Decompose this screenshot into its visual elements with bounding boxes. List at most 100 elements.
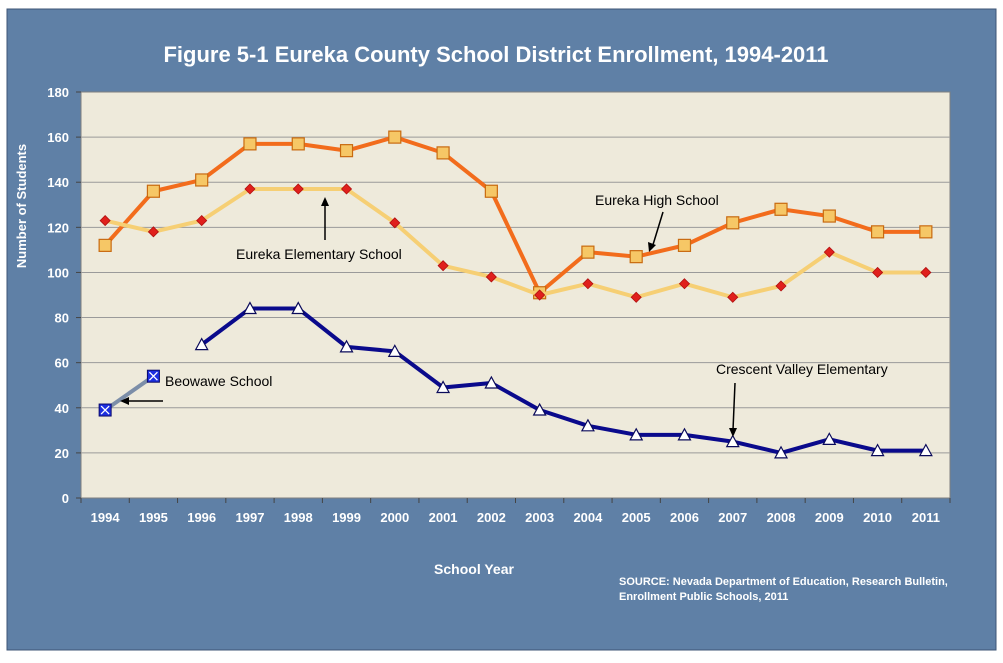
data-point-eureka-high-school-2000 (388, 130, 402, 144)
data-point-eureka-elementary-school-1998 (292, 183, 304, 195)
x-tick-label: 2009 (815, 510, 844, 525)
y-tick-labels: 0 20 40 60 80 100 120 140 160 180 (47, 85, 69, 506)
data-point-crescent-valley-elementary-1998 (291, 301, 306, 315)
data-point-eureka-elementary-school-2008 (775, 280, 787, 292)
series-line-crescent-valley-elementary (200, 306, 926, 455)
x-tick-label: 1997 (236, 510, 265, 525)
x-tick-label: 2006 (670, 510, 699, 525)
label-eureka-high-school: Eureka High School (595, 192, 719, 208)
data-point-eureka-high-school-1995 (146, 184, 161, 198)
label-crescent-valley-elementary: Crescent Valley Elementary (716, 361, 888, 377)
data-point-eureka-elementary-school-2005 (630, 291, 642, 303)
data-point-eureka-high-school-2006 (677, 238, 692, 252)
x-tick-label: 2008 (767, 510, 796, 525)
data-point-eureka-high-school-1998 (291, 137, 305, 151)
data-point-eureka-high-school-2005 (629, 250, 643, 264)
x-tick-label: 2005 (622, 510, 651, 525)
data-point-eureka-elementary-school-2009 (823, 246, 835, 258)
data-point-crescent-valley-elementary-2005 (629, 427, 644, 441)
y-tick-label: 160 (47, 130, 69, 145)
source-line-2: Enrollment Public Schools, 2011 (619, 591, 788, 603)
label-beowawe-school: Beowawe School (165, 373, 272, 389)
arrow-crescent-valley-elementary (732, 382, 736, 431)
data-point-eureka-elementary-school-1996 (196, 215, 208, 227)
series-beowawe-school (98, 369, 160, 417)
x-axis-label: School Year (434, 561, 514, 577)
data-point-beowawe-school-1994 (98, 403, 112, 417)
data-point-eureka-elementary-school-2011 (920, 266, 932, 279)
data-point-eureka-high-school-2004 (581, 245, 595, 259)
label-eureka-elementary-school: Eureka Elementary School (236, 246, 402, 262)
arrowhead-eureka-elementary-school (321, 197, 329, 206)
y-tick-label: 40 (55, 401, 69, 416)
marker-cross (100, 405, 110, 415)
series-eureka-high-school (98, 130, 933, 300)
series-layer (98, 130, 933, 459)
x-tick-label: 2003 (525, 510, 554, 525)
x-tick-labels: 1994 1995 1996 1997 1998 1999 2000 2001 2002 2003… (91, 510, 940, 525)
source-line-1: SOURCE: Nevada Department of Education, … (619, 576, 948, 588)
data-point-eureka-elementary-school-2002 (485, 271, 497, 283)
data-point-eureka-high-school-1997 (243, 137, 257, 151)
x-tick-label: 2004 (573, 510, 603, 525)
x-tick-label: 2011 (912, 510, 940, 525)
data-point-crescent-valley-elementary-2008 (774, 445, 789, 459)
data-point-crescent-valley-elementary-1997 (242, 301, 257, 315)
x-tick-label: 1998 (284, 510, 313, 525)
data-point-eureka-high-school-2007 (726, 216, 740, 230)
series-eureka-elementary-school (99, 183, 932, 303)
data-point-eureka-high-school-2009 (822, 209, 836, 223)
chart-title: Figure 5-1 Eureka County School District… (163, 42, 828, 67)
data-point-crescent-valley-elementary-2010 (870, 443, 885, 457)
x-tick-label: 2007 (718, 510, 747, 525)
series-line-beowawe-school (103, 374, 155, 412)
data-point-eureka-elementary-school-2007 (727, 291, 739, 303)
y-tick-label: 80 (55, 311, 69, 326)
data-point-crescent-valley-elementary-2001 (436, 380, 451, 394)
y-tick-label: 60 (55, 356, 69, 371)
data-point-eureka-high-school-1996 (195, 173, 209, 187)
data-point-crescent-valley-elementary-1996 (194, 337, 209, 351)
x-tick-label: 2002 (477, 510, 506, 525)
y-tick-label: 140 (47, 175, 69, 190)
series-line-eureka-high-school (103, 135, 926, 295)
arrow-eureka-high-school (651, 211, 664, 249)
gridlines (76, 91, 951, 503)
data-point-crescent-valley-elementary-2011 (918, 443, 933, 457)
data-point-crescent-valley-elementary-2009 (822, 432, 837, 445)
data-point-crescent-valley-elementary-2004 (580, 418, 595, 432)
arrowhead-crescent-valley-elementary (729, 428, 737, 437)
data-point-eureka-elementary-school-2001 (437, 260, 449, 272)
y-tick-label: 100 (47, 265, 69, 280)
data-point-eureka-elementary-school-1995 (147, 226, 159, 238)
data-point-eureka-elementary-school-1997 (244, 183, 256, 195)
data-point-eureka-high-school-1994 (98, 238, 112, 252)
data-point-eureka-high-school-2010 (870, 225, 885, 239)
data-point-eureka-high-school-2001 (436, 146, 450, 160)
y-tick-label: 180 (47, 85, 69, 100)
y-tick-label: 0 (62, 491, 69, 506)
data-point-crescent-valley-elementary-1999 (339, 339, 354, 353)
data-point-crescent-valley-elementary-2002 (484, 375, 499, 389)
plot-area (80, 91, 951, 499)
x-tick-label: 2010 (863, 510, 892, 525)
data-point-eureka-high-school-1999 (339, 144, 354, 158)
data-point-eureka-high-school-2011 (919, 225, 933, 239)
data-point-crescent-valley-elementary-2000 (387, 344, 402, 357)
source-note: SOURCE: Nevada Department of Education, … (619, 576, 951, 603)
data-point-beowawe-school-1995 (146, 369, 160, 383)
data-point-eureka-high-school-2002 (484, 184, 498, 198)
series-crescent-valley-elementary (194, 301, 933, 459)
data-point-crescent-valley-elementary-2007 (725, 434, 740, 448)
data-point-eureka-elementary-school-2006 (678, 278, 691, 290)
x-tick-label: 2001 (429, 510, 458, 525)
y-tick-label: 120 (47, 220, 69, 235)
x-tick-label: 1994 (91, 510, 121, 525)
arrowhead-eureka-high-school (648, 242, 656, 252)
data-point-eureka-elementary-school-1999 (340, 183, 353, 195)
x-tick-label: 1995 (139, 510, 168, 525)
data-point-eureka-elementary-school-2010 (872, 266, 884, 279)
data-point-crescent-valley-elementary-2003 (532, 402, 547, 416)
